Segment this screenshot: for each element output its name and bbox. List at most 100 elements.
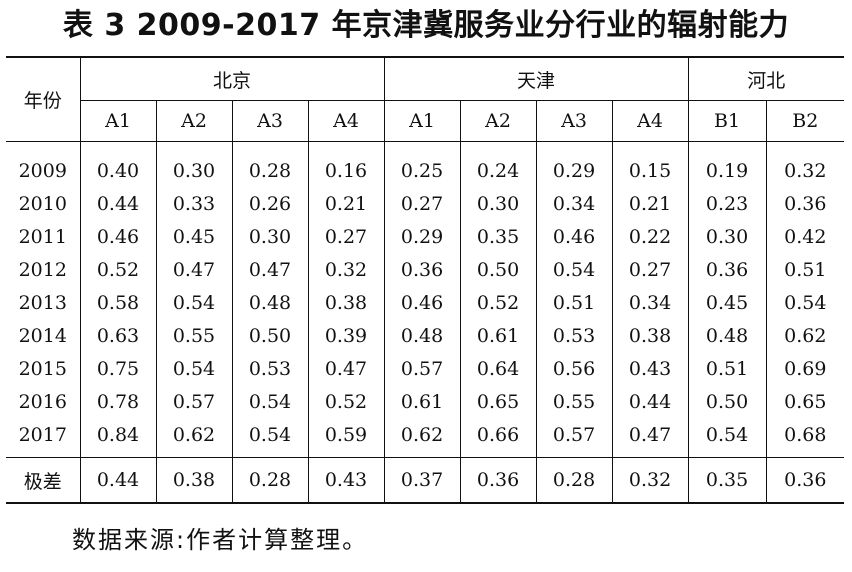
value-cell: 0.53 [231, 352, 308, 385]
value-cell: 0.55 [535, 385, 613, 418]
column-header: A4 [611, 100, 689, 142]
value-cell: 0.52 [459, 286, 537, 319]
value-cell: 0.54 [687, 418, 767, 458]
year-cell: 2013 [18, 291, 67, 314]
table-row: 2014 0.63 0.55 0.50 0.39 0.48 0.61 0.53 0.38 0.48… [6, 319, 845, 352]
value-cell: 0.61 [459, 319, 537, 352]
value-cell: 0.50 [231, 319, 308, 352]
value-cell: 0.52 [307, 385, 385, 418]
value-cell: 0.26 [231, 187, 308, 220]
value-cell: 0.47 [231, 253, 308, 286]
column-header: A3 [231, 100, 308, 142]
value-cell: 0.27 [611, 253, 689, 286]
value-cell: 0.30 [155, 154, 232, 187]
value-cell: 0.56 [535, 352, 613, 385]
value-cell: 0.27 [383, 187, 461, 220]
value-cell: 0.53 [535, 319, 613, 352]
value-cell: 0.55 [155, 319, 232, 352]
value-cell: 0.43 [611, 352, 689, 385]
value-cell: 0.46 [383, 286, 461, 319]
value-cell: 0.21 [611, 187, 689, 220]
year-cell: 2016 [18, 390, 67, 413]
header-row-groups: 年份 北京 天津 河北 [6, 56, 845, 142]
value-cell: 0.46 [79, 220, 156, 253]
column-header: B1 [687, 100, 767, 142]
value-cell: 0.51 [765, 253, 845, 286]
value-cell: 0.23 [687, 187, 767, 220]
value-cell: 0.30 [231, 220, 308, 253]
value-cell: 0.33 [155, 187, 232, 220]
value-cell: 0.65 [459, 385, 537, 418]
value-cell: 0.48 [687, 319, 767, 352]
column-header: A1 [79, 100, 156, 142]
table-row: 2017 0.84 0.62 0.54 0.59 0.62 0.66 0.57 0.47 0.54… [6, 418, 845, 458]
value-cell: 0.45 [155, 220, 232, 253]
value-cell: 0.34 [535, 187, 613, 220]
value-cell: 0.61 [383, 385, 461, 418]
year-cell: 2011 [18, 225, 67, 248]
value-cell: 0.25 [383, 154, 461, 187]
year-cell: 2015 [18, 357, 67, 380]
value-cell: 0.62 [383, 418, 461, 458]
value-cell: 0.29 [383, 220, 461, 253]
value-cell: 0.28 [231, 154, 308, 187]
value-cell: 0.50 [687, 385, 767, 418]
year-cell: 2017 [18, 423, 67, 446]
year-cell: 2012 [18, 258, 67, 281]
value-cell: 0.21 [307, 187, 385, 220]
column-header: A2 [459, 100, 537, 142]
value-cell: 0.78 [79, 385, 156, 418]
value-cell: 0.47 [307, 352, 385, 385]
value-cell: 0.35 [459, 220, 537, 253]
value-cell: 0.58 [79, 286, 156, 319]
value-cell: 0.54 [765, 286, 845, 319]
value-cell: 0.47 [155, 253, 232, 286]
value-cell: 0.30 [687, 220, 767, 253]
value-cell: 0.46 [535, 220, 613, 253]
value-cell: 0.38 [611, 319, 689, 352]
value-cell: 0.68 [765, 418, 845, 458]
table-row: 2012 0.52 0.47 0.47 0.32 0.36 0.50 0.54 0.27 0.36… [6, 253, 845, 286]
value-cell: 0.44 [79, 187, 156, 220]
table-row: 2013 0.58 0.54 0.48 0.38 0.46 0.52 0.51 0.34 0.45… [6, 286, 845, 319]
column-header: A2 [155, 100, 232, 142]
value-cell: 0.57 [383, 352, 461, 385]
table-row: 2009 0.40 0.30 0.28 0.16 0.25 0.24 0.29 0.15 0.19… [6, 154, 845, 187]
table-row: 2011 0.46 0.45 0.30 0.27 0.29 0.35 0.46 0.22 0.30… [6, 220, 845, 253]
value-cell: 0.63 [79, 319, 156, 352]
value-cell: 0.16 [307, 154, 385, 187]
value-cell: 0.39 [307, 319, 385, 352]
value-cell: 0.48 [383, 319, 461, 352]
value-cell: 0.65 [765, 385, 845, 418]
value-cell: 0.48 [231, 286, 308, 319]
value-cell: 0.42 [765, 220, 845, 253]
year-cell: 2009 [18, 159, 67, 182]
value-cell: 0.69 [765, 352, 845, 385]
value-cell: 0.19 [687, 154, 767, 187]
column-header: A3 [535, 100, 613, 142]
value-cell: 0.57 [155, 385, 232, 418]
range-cell: 0.28 [231, 457, 308, 504]
group-header-hebei: 河北 [687, 56, 845, 101]
value-cell: 0.24 [459, 154, 537, 187]
value-cell: 0.30 [459, 187, 537, 220]
range-cell: 0.43 [307, 457, 385, 504]
table-body: 2009 0.40 0.30 0.28 0.16 0.25 0.24 0.29 0.15 0.19… [6, 141, 845, 458]
column-header: B2 [765, 100, 845, 142]
value-cell: 0.64 [459, 352, 537, 385]
table-row: 2010 0.44 0.33 0.26 0.21 0.27 0.30 0.34 0.21 0.23… [6, 187, 845, 220]
value-cell: 0.52 [79, 253, 156, 286]
spacer-row [6, 141, 845, 154]
value-cell: 0.32 [765, 154, 845, 187]
value-cell: 0.32 [307, 253, 385, 286]
value-cell: 0.84 [79, 418, 156, 458]
value-cell: 0.62 [765, 319, 845, 352]
range-cell: 0.28 [535, 457, 613, 504]
year-column-header: 年份 [6, 56, 80, 142]
value-cell: 0.38 [307, 286, 385, 319]
year-cell: 2014 [18, 324, 67, 347]
value-cell: 0.27 [307, 220, 385, 253]
range-cell: 0.36 [459, 457, 537, 504]
value-cell: 0.51 [535, 286, 613, 319]
